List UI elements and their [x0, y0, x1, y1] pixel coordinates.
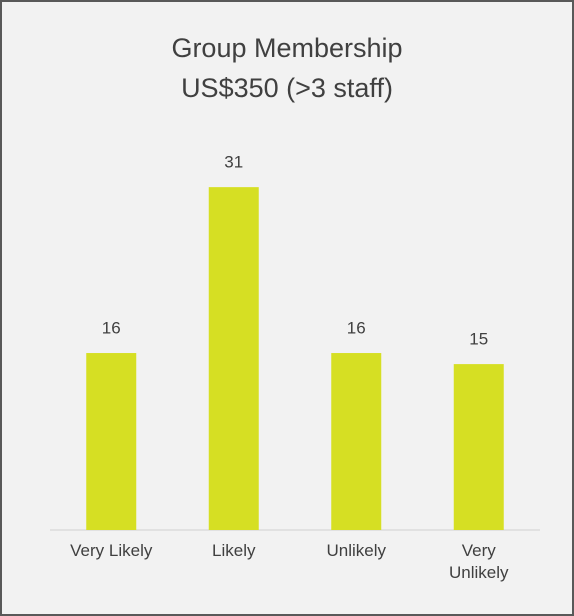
x-tick-label: Very Unlikely: [448, 541, 509, 582]
data-label: 16: [347, 319, 366, 338]
data-label: 15: [469, 330, 488, 349]
chart-title: Group Membership: [171, 33, 402, 63]
chart-subtitle: US$350 (>3 staff): [181, 73, 393, 103]
data-label: 16: [102, 319, 121, 338]
data-label: 31: [224, 153, 243, 172]
bar: [331, 353, 382, 530]
bar: [208, 187, 259, 530]
bar: [453, 364, 504, 530]
bar: [86, 353, 137, 530]
x-tick-label: Very Likely: [70, 541, 153, 560]
x-tick-label: Unlikely: [326, 541, 387, 560]
x-tick-label: Likely: [212, 541, 256, 560]
